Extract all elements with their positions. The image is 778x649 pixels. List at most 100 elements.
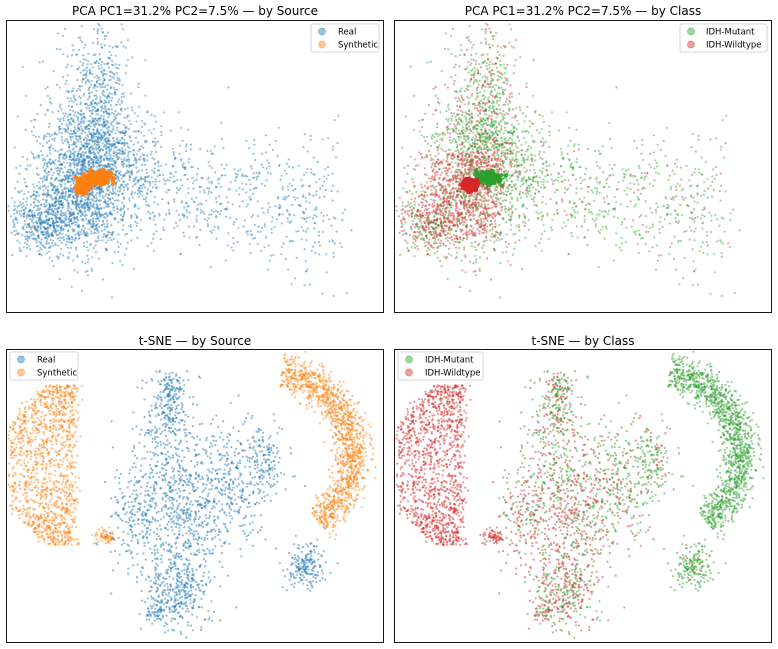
data-point <box>112 209 115 212</box>
data-point <box>69 129 73 132</box>
data-point <box>69 168 72 171</box>
data-point <box>268 165 271 168</box>
data-point <box>117 178 120 181</box>
data-point <box>57 188 60 191</box>
data-point <box>72 152 75 155</box>
data-point <box>138 105 141 108</box>
data-point <box>84 80 88 83</box>
data-point <box>98 83 101 86</box>
data-point <box>158 180 161 183</box>
data-point <box>64 192 67 195</box>
data-point <box>97 159 100 162</box>
data-point <box>77 87 80 90</box>
data-point <box>96 42 99 46</box>
data-point <box>75 204 78 207</box>
data-point <box>97 208 100 211</box>
data-point <box>46 242 49 245</box>
data-point <box>48 149 51 152</box>
data-point <box>49 223 52 226</box>
data-point <box>96 222 99 225</box>
data-point <box>297 229 300 233</box>
data-point <box>35 184 39 188</box>
data-point <box>93 124 96 127</box>
data-point <box>324 188 327 192</box>
data-point <box>256 200 259 203</box>
data-point <box>36 191 39 194</box>
data-point <box>74 237 77 240</box>
data-point <box>28 209 31 212</box>
data-point <box>70 117 73 120</box>
data-point <box>277 206 280 209</box>
data-point <box>56 200 60 203</box>
data-point <box>322 214 325 217</box>
data-point <box>92 131 95 134</box>
data-point <box>303 217 306 220</box>
data-point <box>84 201 87 204</box>
data-point <box>300 238 303 241</box>
data-point <box>80 155 83 158</box>
data-point <box>102 68 105 71</box>
data-point <box>91 211 95 214</box>
data-point <box>54 177 57 180</box>
data-point <box>23 178 26 181</box>
data-point <box>538 190 541 193</box>
data-point <box>82 115 85 119</box>
data-point <box>69 211 73 214</box>
data-point <box>98 186 101 190</box>
data-point <box>75 53 79 56</box>
data-point <box>300 226 303 229</box>
data-point <box>104 194 107 198</box>
data-point <box>427 177 430 180</box>
data-point <box>48 122 51 125</box>
data-point <box>106 222 109 225</box>
data-point <box>160 164 163 167</box>
data-point <box>217 227 220 230</box>
data-point <box>58 236 61 239</box>
data-point <box>518 239 521 242</box>
data-point <box>137 158 140 161</box>
data-point <box>24 241 27 244</box>
data-point <box>89 114 92 117</box>
data-point <box>565 213 568 216</box>
data-point <box>117 142 120 145</box>
data-point <box>42 166 45 169</box>
data-point <box>120 41 123 44</box>
data-point <box>126 183 129 186</box>
data-point <box>62 117 65 120</box>
data-point <box>181 164 184 167</box>
data-point <box>220 174 223 177</box>
data-point <box>105 187 108 190</box>
data-point <box>41 177 44 180</box>
data-point <box>59 252 62 256</box>
data-point <box>85 72 88 75</box>
data-point <box>18 247 21 250</box>
data-point <box>88 222 91 225</box>
data-point <box>248 179 251 182</box>
data-point <box>49 196 52 199</box>
data-point <box>88 96 91 99</box>
data-point <box>131 190 134 193</box>
data-point <box>441 137 444 140</box>
data-point <box>450 238 454 242</box>
data-point <box>25 226 29 229</box>
data-point <box>41 60 44 63</box>
data-point <box>234 179 237 182</box>
data-point <box>313 227 316 230</box>
data-point <box>314 251 317 255</box>
data-point <box>162 178 165 181</box>
data-point <box>56 47 59 51</box>
data-point <box>99 86 102 89</box>
data-point <box>429 144 433 148</box>
data-point <box>556 209 559 212</box>
data-point <box>73 132 76 135</box>
data-point <box>114 54 117 57</box>
data-point <box>108 212 111 215</box>
data-point <box>66 246 70 249</box>
data-point <box>39 226 43 229</box>
data-point <box>43 203 46 206</box>
data-point <box>123 174 126 178</box>
data-point <box>94 156 97 159</box>
data-point <box>454 161 457 164</box>
data-point <box>29 164 32 167</box>
data-point <box>264 151 268 154</box>
